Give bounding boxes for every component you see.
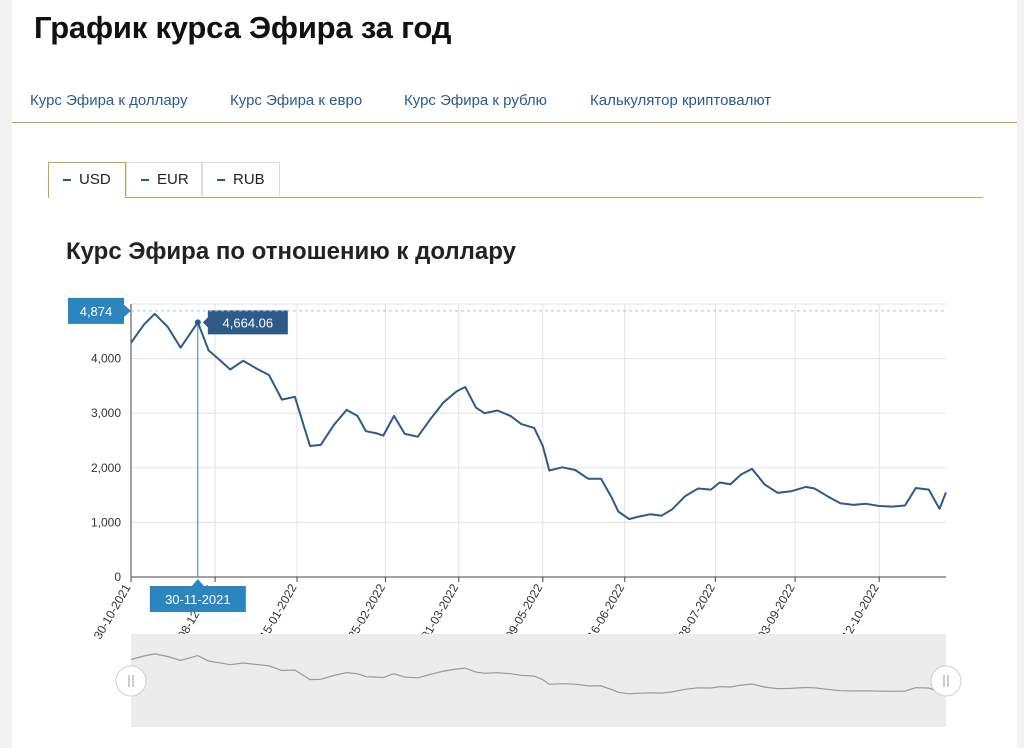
tab-label: RUB: [233, 171, 265, 188]
max-marker-pointer: [124, 304, 131, 317]
y-tick-label: 3,000: [91, 406, 121, 420]
x-tick-label: 30-10-2021: [91, 581, 134, 641]
x-tick-label: 16-06-2022: [585, 581, 628, 641]
nav-link-eur[interactable]: Курс Эфира к евро: [230, 92, 363, 109]
tooltip-pointer: [202, 316, 209, 329]
max-marker: [68, 297, 124, 324]
navigator-handle-left[interactable]: [115, 665, 147, 697]
x-tick-label: 28-07-2022: [675, 581, 718, 641]
navigator-handle-right[interactable]: [930, 665, 962, 697]
series-dash-icon: [63, 179, 71, 182]
tab-eur[interactable]: EUR: [126, 162, 202, 196]
y-tick-label: 1,000: [91, 515, 121, 529]
chart-title: Курс Эфира по отношению к доллару: [66, 238, 516, 265]
tab-label: USD: [79, 171, 111, 188]
date-tooltip-pointer: [191, 579, 204, 586]
max-marker-label: 4,874: [80, 304, 113, 319]
nav-link-rub[interactable]: Курс Эфира к рублю: [404, 92, 547, 109]
tooltip-point: [194, 319, 201, 326]
series-dash-icon: [217, 179, 225, 182]
x-tick-label: 25-02-2022: [345, 581, 388, 641]
value-tooltip: [207, 310, 288, 335]
y-tick-label: 0: [114, 570, 121, 584]
currency-tabs: USD EUR RUB: [48, 162, 983, 198]
tab-usd[interactable]: USD: [48, 162, 126, 198]
handle-circle: [930, 665, 962, 697]
y-tick-label: 4,000: [91, 352, 121, 366]
tab-label: EUR: [157, 171, 189, 188]
nav-link-calculator[interactable]: Калькулятор криптовалют: [590, 92, 772, 109]
page: График курса Эфира за год Курс Эфира к д…: [12, 0, 1017, 748]
navigator-background: [131, 634, 946, 727]
x-tick-label: 03-09-2022: [755, 581, 798, 641]
x-tick-label: 31-03-2022: [419, 581, 462, 641]
x-tick-label: 12-10-2022: [839, 581, 882, 641]
series-dash-icon: [141, 179, 149, 182]
navigator-series-line: [130, 653, 947, 695]
tooltip-date-label: 30-11-2021: [165, 592, 231, 607]
handle-circle: [115, 665, 147, 697]
series-line-usd: [130, 312, 947, 521]
nav-link-usd[interactable]: Курс Эфира к доллару: [30, 92, 188, 109]
top-nav: Курс Эфира к доллару Курс Эфира к евро К…: [12, 78, 1017, 123]
tooltip-value-label: 4,664.06: [223, 315, 274, 330]
page-title: График курса Эфира за год: [34, 10, 452, 45]
tab-rub[interactable]: RUB: [202, 162, 280, 196]
date-tooltip: [149, 586, 246, 612]
y-tick-label: 2,000: [91, 461, 121, 475]
x-tick-label: 09-05-2022: [503, 581, 546, 641]
x-tick-label: 15-01-2022: [257, 581, 300, 641]
